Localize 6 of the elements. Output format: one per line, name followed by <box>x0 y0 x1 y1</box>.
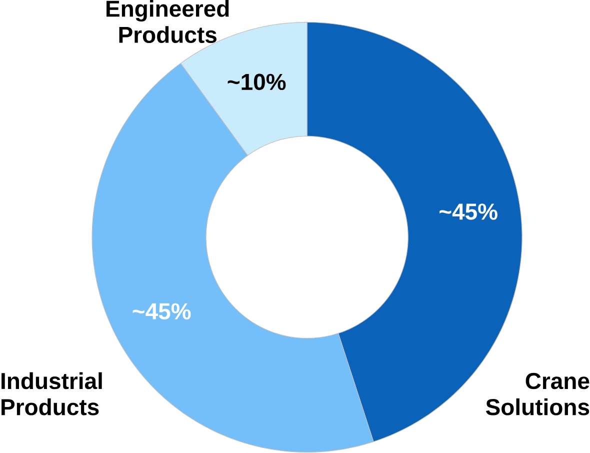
data-label: ~45% <box>132 303 191 320</box>
data-label: ~45% <box>440 204 498 220</box>
slice-label: Crane Solutions <box>486 373 590 416</box>
data-label: ~10% <box>228 74 286 90</box>
slice-label: Engineered Products <box>106 0 229 44</box>
slice-label: Industrial Products <box>2 372 102 416</box>
